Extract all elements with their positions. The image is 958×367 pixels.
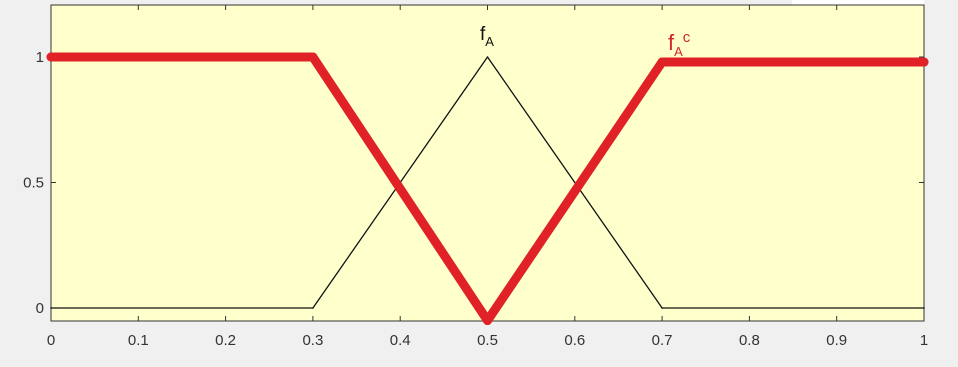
y-tick-label: 0.5 (23, 175, 44, 192)
series-1-point (486, 56, 489, 58)
series-2-point (308, 52, 318, 62)
toolbar-strip (792, 0, 924, 5)
x-tick-label: 0.8 (739, 332, 760, 349)
series-layer (46, 52, 929, 326)
series-1-point (312, 307, 314, 309)
series-2-point (483, 316, 492, 326)
x-tick-label: 0.9 (826, 332, 847, 349)
x-tick-label: 1 (920, 332, 928, 349)
series-1-label: fA (480, 24, 494, 49)
series-1-point (661, 307, 663, 309)
x-tick-label: 0.3 (302, 332, 323, 349)
series-2-point (46, 52, 56, 62)
x-axis: 0 0.1 0.2 0.3 0.4 0.5 0.6 0.7 0.8 0.9 1 (47, 5, 928, 349)
y-tick-label: 1 (36, 49, 44, 66)
y-tick-label: 0 (36, 300, 44, 317)
x-tick-label: 0.5 (477, 332, 498, 349)
series-2-label: fAc (668, 29, 691, 59)
x-tick-label: 0.7 (652, 332, 673, 349)
x-tick-label: 0.2 (215, 332, 236, 349)
x-tick-label: 0 (47, 332, 55, 349)
x-tick-label: 0.6 (564, 332, 585, 349)
series-1-point (50, 307, 52, 309)
series-2-point (919, 57, 929, 67)
x-tick-label: 0.4 (390, 332, 411, 349)
x-tick-label: 0.1 (128, 332, 149, 349)
series-1-point (923, 307, 925, 309)
plot-area (50, 4, 925, 322)
series-2-point (657, 57, 667, 67)
